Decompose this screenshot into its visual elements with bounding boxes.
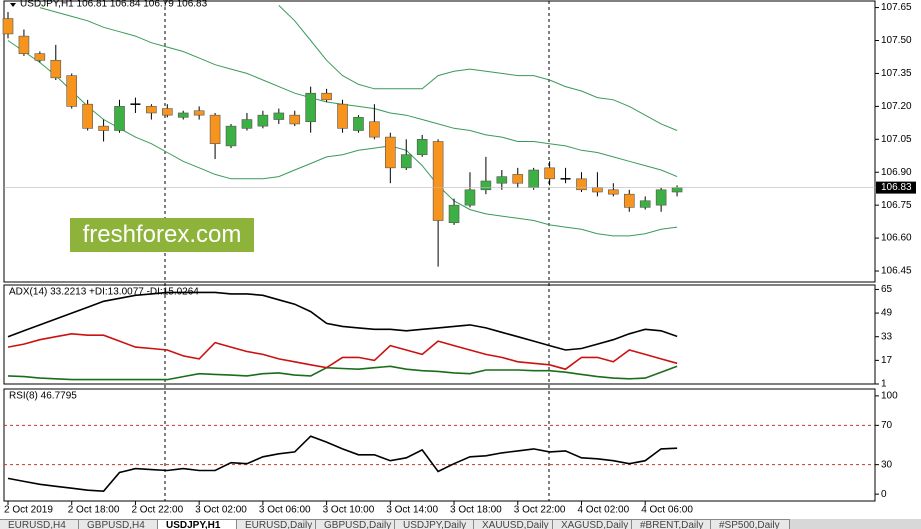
x-tick-label: 3 Oct 22:00 (514, 505, 566, 516)
candle-body (34, 53, 46, 61)
adx-panel (3, 284, 876, 385)
indicator-line (7, 332, 678, 371)
tab[interactable]: EURUSD,Daily (236, 519, 316, 529)
candle-body (209, 114, 221, 144)
y-tick-label: 0 (881, 489, 887, 500)
indicator-line (7, 365, 678, 381)
candle-body (592, 187, 603, 193)
candle-body (353, 117, 364, 131)
tab[interactable]: GBPUSD,Daily (315, 519, 395, 529)
candle-body (576, 178, 587, 191)
candle-body (321, 92, 332, 101)
candle-body (114, 106, 125, 131)
candle-body (18, 35, 30, 54)
tab[interactable]: USDJPY,Daily (394, 519, 474, 529)
candle-body (400, 154, 412, 169)
y-tick-label: 30 (881, 459, 893, 470)
chart: USDJPY,H1 106.81 106.84 106.79 106.83 AD… (2, 0, 916, 516)
candle-body (177, 112, 189, 118)
candle-body (496, 176, 508, 184)
candle-body (544, 167, 555, 180)
y-tick-label: 17 (881, 355, 893, 366)
candle-body (655, 189, 667, 206)
candle-body (608, 189, 619, 195)
candle-body (369, 121, 380, 138)
tab[interactable]: #SP500,Daily (710, 519, 790, 529)
candle-body (337, 103, 348, 129)
candle-body (98, 125, 109, 131)
chart-title: USDJPY,H1 106.81 106.84 106.79 106.83 (20, 0, 208, 10)
x-tick-label: 3 Oct 02:00 (195, 505, 247, 516)
candle-body (528, 169, 539, 188)
y-tick-label: 107.65 (881, 2, 912, 13)
tab[interactable]: EURUSD,H4 (0, 519, 79, 529)
y-tick-label: 100 (881, 391, 898, 402)
indicator-line (39, 7, 678, 178)
y-tick-label: 107.35 (881, 68, 912, 79)
symbol-icon (10, 3, 16, 7)
candle-body (480, 180, 492, 191)
y-tick-label: 107.20 (881, 101, 912, 112)
y-tick-label: 49 (881, 308, 893, 319)
indicator-line (7, 291, 678, 351)
watermark: freshforex.com (70, 218, 254, 252)
tab[interactable]: XAGUSD,Daily (552, 519, 632, 529)
candle-body (66, 75, 78, 107)
candle-body (2, 18, 14, 35)
rsi-panel (3, 388, 876, 502)
last-price-label: 106.83 (881, 182, 912, 193)
indicator-title: RSI(8) 46.7795 (9, 391, 77, 402)
y-tick-label: 106.45 (881, 266, 912, 277)
candle-body (162, 108, 173, 116)
tab[interactable]: XAUUSD,Daily (473, 519, 553, 529)
candle-body (416, 139, 428, 155)
y-tick-label: 107.50 (881, 35, 912, 46)
y-tick-label: 65 (881, 284, 893, 295)
x-tick-label: 2 Oct 18:00 (68, 505, 120, 516)
tab[interactable]: #BRENT,Daily (631, 519, 711, 529)
y-tick-label: 107.05 (881, 134, 912, 145)
y-tick-label: 106.60 (881, 233, 912, 244)
last-price-box (876, 181, 916, 194)
y-tick-label: 106.75 (881, 200, 912, 211)
candle-body (305, 92, 316, 123)
candle-body (289, 114, 301, 125)
candle-body (623, 193, 635, 208)
tab[interactable]: GBPUSD,H4 (78, 519, 158, 529)
candle-body (464, 189, 476, 206)
x-tick-label: 2 Oct 22:00 (131, 505, 183, 516)
candle-body (432, 141, 444, 221)
candle-body (146, 106, 157, 114)
candle-body (639, 200, 651, 208)
x-tick-label: 3 Oct 10:00 (323, 505, 375, 516)
candle-body (385, 136, 396, 169)
indicator-line (278, 5, 678, 131)
x-tick-label: 4 Oct 06:00 (641, 505, 693, 516)
candle-body (241, 119, 253, 129)
x-tick-label: 2 Oct 2019 (4, 505, 53, 516)
x-tick-label: 3 Oct 14:00 (386, 505, 438, 516)
tab-bar: EURUSD,H4 GBPUSD,H4 USDJPY,H1 EURUSD,Daily G… (0, 519, 921, 529)
candle-body (512, 174, 524, 184)
y-tick-label: 33 (881, 331, 893, 342)
x-tick-label: 3 Oct 06:00 (259, 505, 311, 516)
candle-body (50, 59, 62, 79)
x-tick-label: 3 Oct 18:00 (450, 505, 502, 516)
tab[interactable]: USDJPY,H1 (157, 519, 237, 529)
indicator-title: ADX(14) 33.2213 +DI:13.0077 -DI:15.0264 (9, 287, 199, 298)
candle-body (671, 187, 683, 193)
candle-body (225, 125, 237, 147)
candle-body (193, 110, 205, 116)
y-tick-label: 1 (881, 379, 887, 390)
y-tick-label: 70 (881, 420, 893, 431)
candle-body (273, 112, 285, 120)
x-tick-label: 4 Oct 02:00 (577, 505, 629, 516)
y-tick-label: 106.90 (881, 167, 912, 178)
candle-body (82, 103, 93, 129)
candle-body (257, 114, 269, 127)
indicator-line (7, 435, 678, 493)
candle-body (448, 204, 460, 224)
